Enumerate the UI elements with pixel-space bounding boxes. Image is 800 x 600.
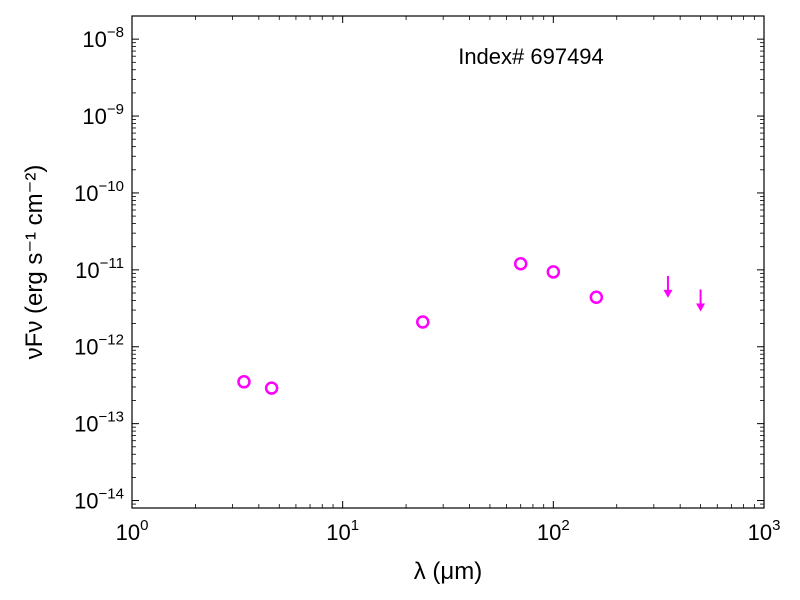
x-axis-label: λ (μm) — [414, 558, 482, 585]
data-point — [237, 375, 251, 389]
marks-layer — [237, 257, 706, 395]
y-tick-label: 10−12 — [74, 332, 124, 360]
y-tick-label: 10−13 — [74, 409, 124, 437]
y-tick-label: 10−11 — [75, 255, 124, 283]
y-axis-label: νFν (erg s⁻¹ cm⁻²) — [21, 165, 48, 360]
x-tick-label: 102 — [537, 517, 570, 545]
index-annotation: Index# 697494 — [458, 44, 604, 69]
data-point — [513, 257, 528, 271]
data-point — [264, 381, 279, 395]
x-tick-label: 103 — [748, 517, 781, 545]
x-tick-label: 100 — [116, 517, 149, 545]
data-point — [546, 265, 561, 279]
upper-limit-head — [696, 303, 706, 312]
y-tick-label: 10−8 — [82, 24, 124, 52]
data-point — [589, 290, 604, 305]
upper-limit-arrow — [663, 275, 673, 298]
y-tick-label: 10−14 — [74, 486, 124, 514]
plot-frame — [131, 15, 765, 509]
ticks-layer: 100 101 102 103 10−14 10−13 10−12 10−11 10−10 10−… — [74, 16, 780, 545]
upper-limit-arrow — [696, 289, 706, 312]
upper-limit-head — [663, 289, 673, 298]
data-point — [416, 315, 430, 329]
x-tick-label: 101 — [326, 517, 359, 545]
y-tick-label: 10−9 — [82, 101, 124, 129]
y-tick-label: 10−10 — [74, 178, 124, 206]
